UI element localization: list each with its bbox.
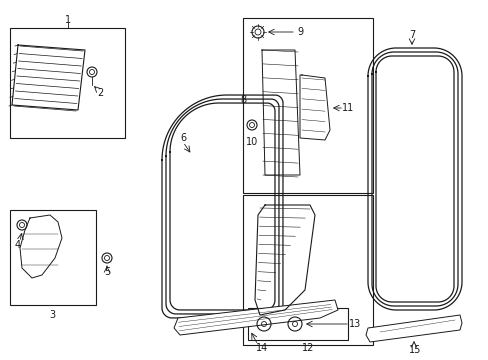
Text: 6: 6	[180, 133, 185, 143]
Text: 10: 10	[245, 137, 258, 147]
Polygon shape	[365, 315, 461, 342]
Polygon shape	[174, 300, 337, 335]
Text: 7: 7	[408, 30, 414, 40]
Text: 12: 12	[301, 343, 314, 353]
Text: 14: 14	[255, 343, 267, 353]
Text: 4: 4	[15, 240, 21, 250]
Bar	[10, 210, 96, 305]
Text: 15: 15	[408, 345, 420, 355]
Text: 8: 8	[240, 95, 245, 105]
Bar	[247, 308, 347, 340]
Bar	[243, 18, 372, 193]
Text: 11: 11	[341, 103, 353, 113]
Text: 1: 1	[65, 15, 71, 25]
Text: 2: 2	[97, 88, 103, 98]
Bar	[10, 28, 125, 138]
Text: 3: 3	[49, 310, 55, 320]
Text: 9: 9	[296, 27, 303, 37]
Text: 5: 5	[103, 267, 110, 277]
Bar	[243, 195, 372, 345]
Text: 13: 13	[348, 319, 360, 329]
